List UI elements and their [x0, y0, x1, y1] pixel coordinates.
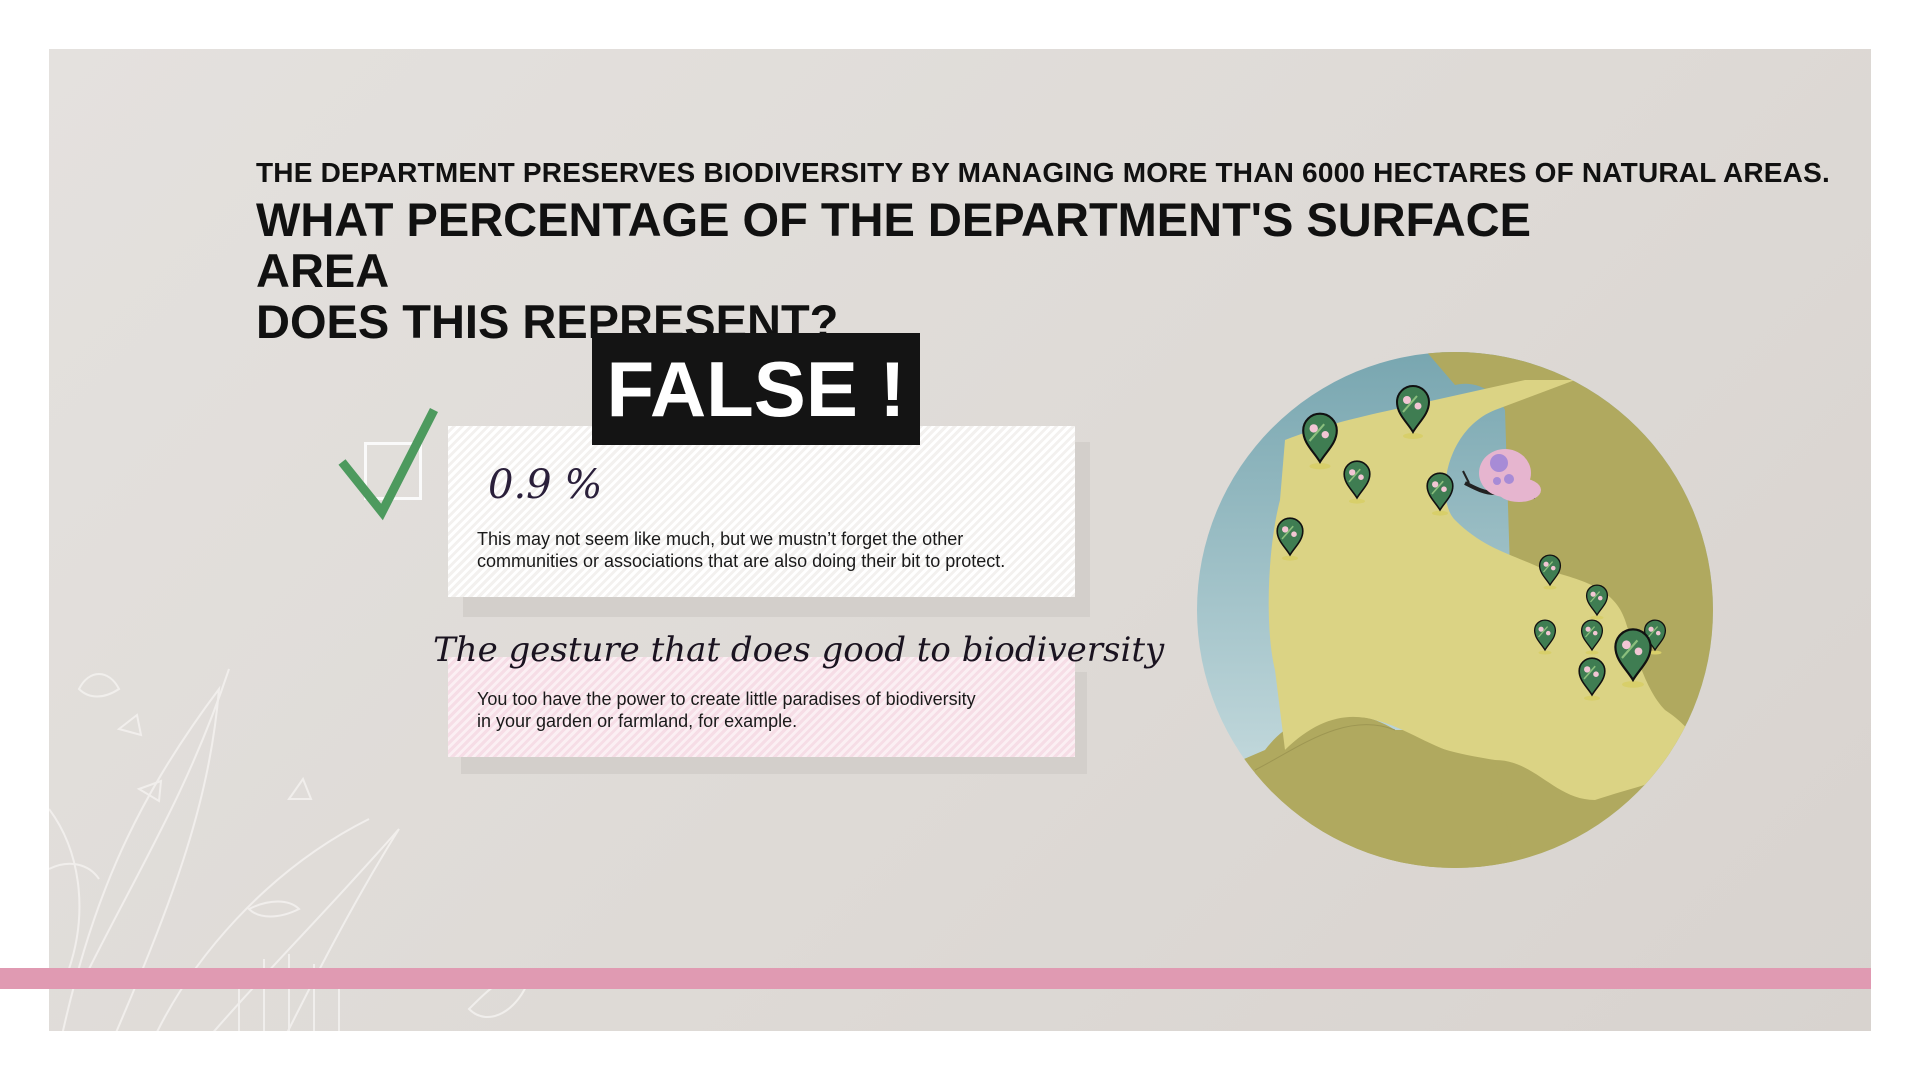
- question-title-line1: WHAT PERCENTAGE OF THE DEPARTMENT'S SURF…: [256, 193, 1531, 297]
- answer-card: [448, 426, 1075, 597]
- accent-band: [0, 968, 1871, 989]
- result-badge: FALSE !: [592, 333, 920, 445]
- gesture-heading: The gesture that does good to biodiversi…: [433, 630, 1165, 670]
- question-context: THE DEPARTMENT PRESERVES BIODIVERSITY BY…: [256, 157, 1830, 188]
- leaf-decoration: [49, 668, 531, 1031]
- question-title-line2: DOES THIS REPRESENT?: [256, 295, 839, 348]
- department-map: [1197, 352, 1713, 868]
- answer-explanation: This may not seem like much, but we must…: [477, 529, 1006, 571]
- checkmark-icon: [338, 407, 438, 521]
- question-title: WHAT PERCENTAGE OF THE DEPARTMENT'S SURF…: [256, 194, 1656, 347]
- answer-value: 0.9 %: [488, 462, 603, 508]
- butterfly-icon: [1462, 449, 1541, 502]
- gesture-card: [448, 657, 1075, 757]
- gesture-text: You too have the power to create little …: [477, 689, 976, 731]
